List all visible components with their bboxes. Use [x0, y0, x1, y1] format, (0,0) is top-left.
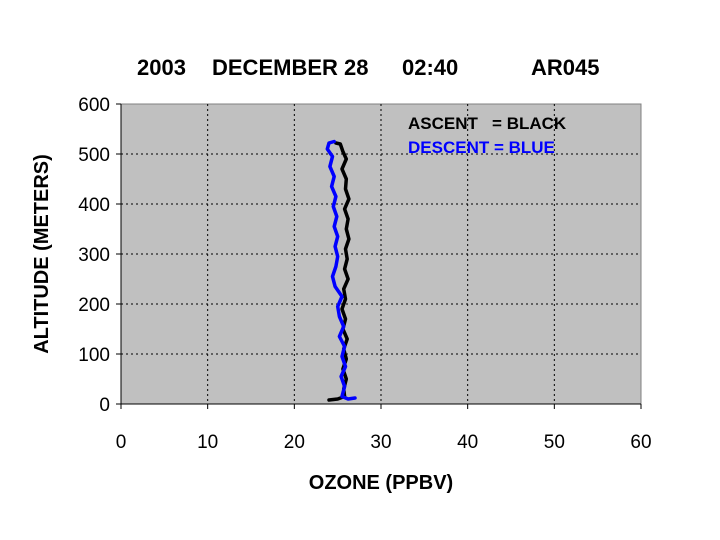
legend-ascent: ASCENT = BLACK: [408, 114, 567, 133]
x-tick-label: 40: [457, 432, 478, 453]
chart-title: 2003 DECEMBER 28 02:40 AR045: [137, 55, 599, 80]
y-tick-label: 100: [78, 345, 110, 366]
x-axis-label: OZONE (PPBV): [309, 472, 453, 494]
legend-descent: DESCENT = BLUE: [408, 138, 555, 157]
x-tick-label: 10: [197, 432, 218, 453]
series-line-descent: [325, 139, 357, 401]
title-year: 2003: [137, 55, 186, 80]
y-tick-labels: 0 100 200 300 400 500 600: [78, 95, 110, 416]
x-tick-label: 60: [630, 432, 651, 453]
grid-lines: [121, 104, 641, 404]
x-tick-label: 50: [544, 432, 565, 453]
x-tick-label: 30: [370, 432, 391, 453]
legend: ASCENT = BLACK DESCENT = BLUE: [408, 114, 567, 157]
title-date: DECEMBER 28: [212, 55, 368, 80]
y-tick-label: 500: [78, 145, 110, 166]
x-tick-label: 0: [116, 432, 127, 453]
data-series: [325, 139, 357, 402]
y-tick-label: 300: [78, 245, 110, 266]
y-tick-label: 200: [78, 295, 110, 316]
y-tick-label: 600: [78, 95, 110, 116]
title-time: 02:40: [402, 55, 458, 80]
title-station: AR045: [531, 55, 599, 80]
y-axis-label: ALTITUDE (METERS): [31, 154, 53, 354]
axes: [116, 103, 642, 409]
x-tick-label: 20: [284, 432, 305, 453]
y-tick-label: 0: [99, 395, 110, 416]
y-tick-label: 400: [78, 195, 110, 216]
x-tick-labels: 0 10 20 30 40 50 60: [116, 432, 652, 453]
